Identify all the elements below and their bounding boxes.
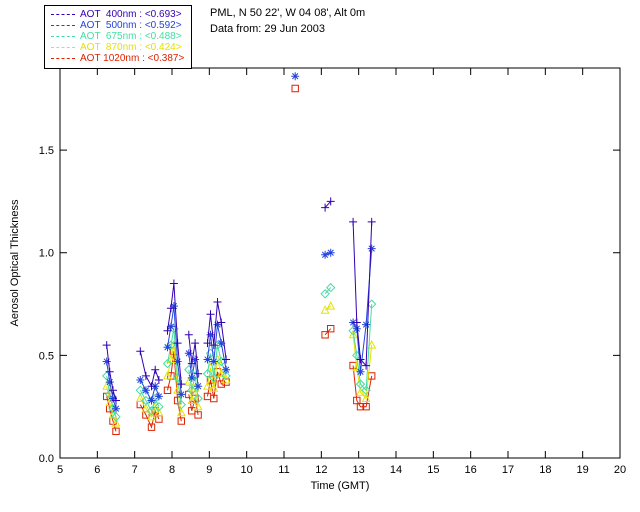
series-markers-1020nm	[103, 84, 376, 435]
legend-item-400nm: AOT 400nm : <0.693>	[51, 9, 184, 20]
legend-line-sample-675nm	[51, 36, 75, 37]
legend-label-675nm: AOT 675nm : <0.488>	[80, 31, 182, 42]
x-tick-label: 15	[427, 464, 439, 476]
x-tick-label: 11	[278, 464, 289, 476]
series-line-500nm	[106, 248, 373, 409]
y-axis-title: Aerosol Optical Thickness	[9, 199, 21, 326]
legend-line-sample-500nm	[51, 25, 75, 26]
plot-frame	[59, 67, 621, 459]
series-markers-500nm	[102, 72, 376, 413]
station-info: PML, N 50 22', W 04 08', Alt 0m Data fro…	[210, 5, 365, 37]
legend-label-1020nm: AOT 1020nm : <0.387>	[80, 53, 185, 64]
x-tick-label: 7	[132, 464, 138, 476]
series-markers-400nm	[102, 197, 376, 405]
x-tick-label: 9	[206, 464, 212, 476]
series-line-1020nm	[106, 328, 373, 432]
x-tick-label: 17	[502, 464, 514, 476]
series-markers-870nm	[102, 301, 377, 427]
x-tick-label: 19	[577, 464, 589, 476]
x-tick-label: 5	[57, 464, 63, 476]
legend-label-870nm: AOT 870nm : <0.424>	[80, 42, 182, 53]
legend-item-500nm: AOT 500nm : <0.592>	[51, 20, 184, 31]
x-tick-label: 10	[241, 464, 253, 476]
legend-item-675nm: AOT 675nm : <0.488>	[51, 31, 184, 42]
legend-item-1020nm: AOT 1020nm : <0.387>	[51, 53, 184, 64]
y-tick-label: 0.0	[39, 453, 54, 465]
x-tick-label: 8	[169, 464, 175, 476]
station-location: PML, N 50 22', W 04 08', Alt 0m	[210, 7, 366, 19]
legend-line-sample-870nm	[51, 47, 75, 48]
x-tick-label: 14	[390, 464, 402, 476]
legend-label-400nm: AOT 400nm : <0.693>	[80, 9, 182, 20]
y-tick-label: 1.5	[39, 145, 54, 157]
data-date: Data from: 29 Jun 2003	[210, 23, 325, 35]
legend-line-sample-400nm	[51, 14, 75, 15]
legend-label-500nm: AOT 500nm : <0.592>	[80, 20, 182, 31]
legend: AOT 400nm : <0.693> AOT 500nm : <0.592> …	[44, 5, 193, 69]
x-tick-label: 16	[465, 464, 477, 476]
x-tick-label: 20	[614, 464, 626, 476]
legend-item-870nm: AOT 870nm : <0.424>	[51, 42, 184, 53]
x-axis-title: Time (GMT)	[311, 480, 370, 492]
x-tick-label: 12	[315, 464, 327, 476]
x-tick-label: 13	[353, 464, 365, 476]
x-tick-label: 18	[539, 464, 551, 476]
x-tick-label: 6	[94, 464, 100, 476]
y-tick-label: 0.5	[39, 350, 54, 362]
y-tick-label: 1.0	[39, 248, 54, 260]
series-line-870nm	[106, 305, 373, 424]
legend-line-sample-1020nm	[51, 58, 75, 59]
series-line-400nm	[106, 201, 373, 401]
